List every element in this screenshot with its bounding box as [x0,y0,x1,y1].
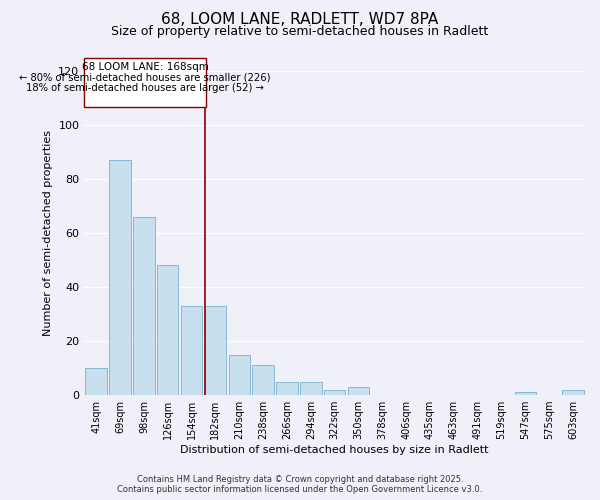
Text: 68 LOOM LANE: 168sqm: 68 LOOM LANE: 168sqm [82,62,209,72]
Bar [300,382,322,395]
Y-axis label: Number of semi-detached properties: Number of semi-detached properties [43,130,53,336]
Bar [157,266,178,395]
Bar [348,387,369,395]
X-axis label: Distribution of semi-detached houses by size in Radlett: Distribution of semi-detached houses by … [181,445,489,455]
Bar [133,217,155,395]
Bar [85,368,107,395]
Bar [253,366,274,395]
Bar [324,390,346,395]
Bar [109,160,131,395]
Bar [205,306,226,395]
FancyBboxPatch shape [84,58,206,108]
Bar [515,392,536,395]
Text: Contains HM Land Registry data © Crown copyright and database right 2025.
Contai: Contains HM Land Registry data © Crown c… [118,474,482,494]
Bar [229,354,250,395]
Bar [276,382,298,395]
Text: ← 80% of semi-detached houses are smaller (226): ← 80% of semi-detached houses are smalle… [19,72,271,83]
Text: Size of property relative to semi-detached houses in Radlett: Size of property relative to semi-detach… [112,25,488,38]
Text: 18% of semi-detached houses are larger (52) →: 18% of semi-detached houses are larger (… [26,83,264,93]
Bar [562,390,584,395]
Text: 68, LOOM LANE, RADLETT, WD7 8PA: 68, LOOM LANE, RADLETT, WD7 8PA [161,12,439,28]
Bar [181,306,202,395]
